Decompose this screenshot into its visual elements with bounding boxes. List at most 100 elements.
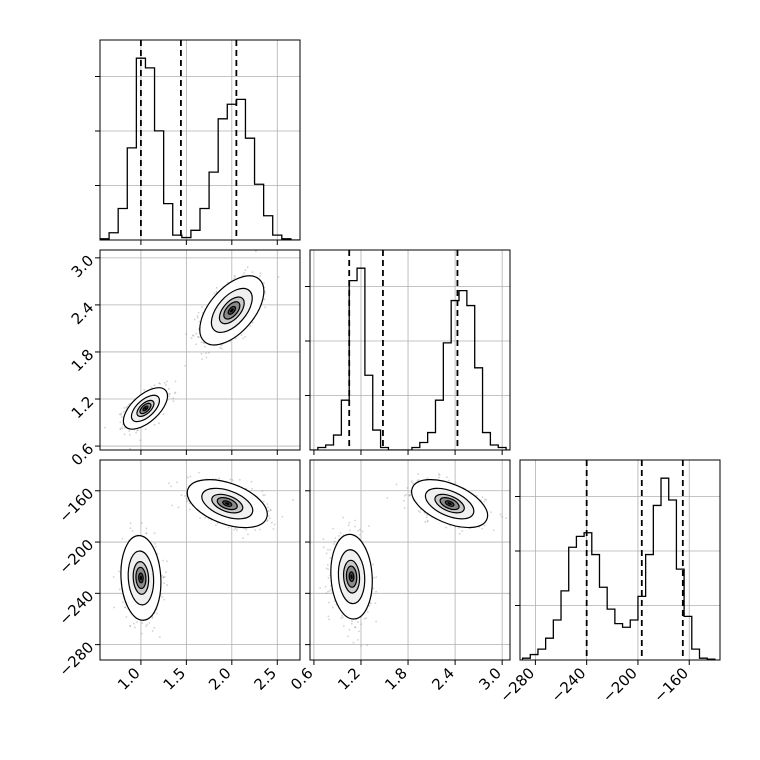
sample-point — [196, 316, 199, 319]
x-tick-label: 2.4 — [428, 664, 458, 694]
sample-point — [156, 552, 159, 555]
sample-point — [251, 487, 253, 490]
sample-point — [269, 508, 272, 511]
sample-point — [408, 494, 411, 497]
sample-point — [153, 532, 156, 535]
sample-point — [281, 515, 284, 518]
sample-point — [213, 292, 216, 295]
x-tick-label: 1.0 — [114, 664, 144, 694]
sample-point — [272, 528, 275, 530]
density-cluster — [184, 250, 280, 367]
sample-point — [120, 416, 123, 418]
sample-point — [490, 511, 493, 514]
sample-point — [342, 516, 345, 519]
sample-point — [438, 476, 440, 479]
y-tick-label: 3.0 — [68, 251, 98, 281]
sample-point — [140, 522, 143, 524]
y-tick-label: −240 — [56, 587, 98, 629]
x-tick-label: 1.5 — [160, 664, 190, 694]
sample-point — [185, 333, 188, 336]
sample-point — [153, 384, 156, 387]
sample-point — [184, 364, 186, 367]
sample-point — [174, 380, 177, 383]
sample-point — [375, 620, 377, 623]
sample-point — [123, 433, 126, 436]
sample-point — [354, 626, 356, 629]
sample-point — [358, 533, 361, 536]
sample-point — [266, 503, 269, 505]
sample-point — [146, 623, 149, 626]
sample-point — [325, 592, 328, 595]
x-tick-label: 0.6 — [287, 664, 317, 694]
sample-point — [327, 548, 329, 551]
sample-point — [351, 620, 353, 622]
sample-point — [324, 585, 327, 588]
sample-point — [104, 426, 106, 429]
sample-point — [173, 392, 176, 395]
sample-point — [163, 582, 166, 585]
sample-point — [141, 622, 144, 624]
sample-point — [185, 497, 188, 500]
sample-point — [169, 392, 171, 395]
sample-point — [167, 393, 170, 396]
scatter-param3-vs-param1: 1.0 1.5 2.0 2.5 −280 −240 −200 −160 — [56, 459, 301, 694]
sample-point — [366, 644, 369, 647]
sample-point — [359, 528, 361, 531]
sample-point — [129, 624, 132, 627]
sample-point — [184, 495, 186, 497]
y-tick-label: −280 — [56, 638, 98, 680]
x-tick-label: 2.0 — [205, 664, 235, 694]
sample-point — [235, 529, 238, 531]
sample-point — [447, 479, 450, 482]
scatter-param2-vs-param1: 0.6 1.2 1.8 2.4 3.0 — [68, 249, 301, 470]
sample-point — [327, 576, 330, 579]
sample-point — [145, 532, 148, 535]
sample-point — [483, 498, 486, 501]
sample-point — [154, 545, 157, 548]
hist-param-3: −280 −240 −200 −160 — [496, 459, 721, 706]
sample-point — [267, 519, 269, 522]
sample-point — [215, 290, 218, 293]
sample-point — [501, 515, 504, 518]
sample-point — [128, 433, 131, 436]
sample-point — [292, 499, 295, 502]
sample-point — [226, 281, 229, 284]
sample-point — [174, 391, 177, 394]
sample-point — [267, 514, 270, 517]
sample-point — [361, 530, 364, 533]
sample-point — [162, 576, 165, 579]
sample-point — [356, 621, 359, 623]
sample-point — [162, 576, 165, 579]
sample-point — [113, 606, 115, 609]
sample-point — [240, 334, 243, 336]
histogram-step — [100, 57, 300, 240]
sample-point — [347, 524, 350, 527]
y-tick-label: 0.6 — [68, 440, 98, 470]
sample-point — [403, 507, 406, 509]
sample-point — [340, 617, 342, 620]
sample-point — [333, 600, 336, 603]
sample-point — [328, 618, 331, 621]
sample-point — [330, 588, 333, 591]
sample-point — [214, 524, 217, 527]
sample-point — [148, 622, 151, 624]
sample-point — [195, 343, 198, 346]
sample-point — [327, 601, 330, 604]
sample-point — [445, 526, 448, 529]
x-tick-label: −280 — [496, 664, 538, 706]
sample-point — [143, 389, 146, 391]
sample-point — [259, 528, 261, 531]
sample-point — [124, 606, 126, 609]
sample-point — [215, 286, 218, 289]
sample-point — [405, 493, 408, 496]
sample-point — [233, 528, 236, 531]
sample-point — [328, 589, 331, 592]
sample-point — [139, 439, 142, 442]
sample-point — [372, 563, 375, 566]
sample-point — [341, 614, 343, 617]
sample-point — [145, 527, 148, 530]
sample-point — [192, 334, 194, 337]
sample-point — [426, 519, 429, 522]
sample-point — [395, 483, 398, 486]
